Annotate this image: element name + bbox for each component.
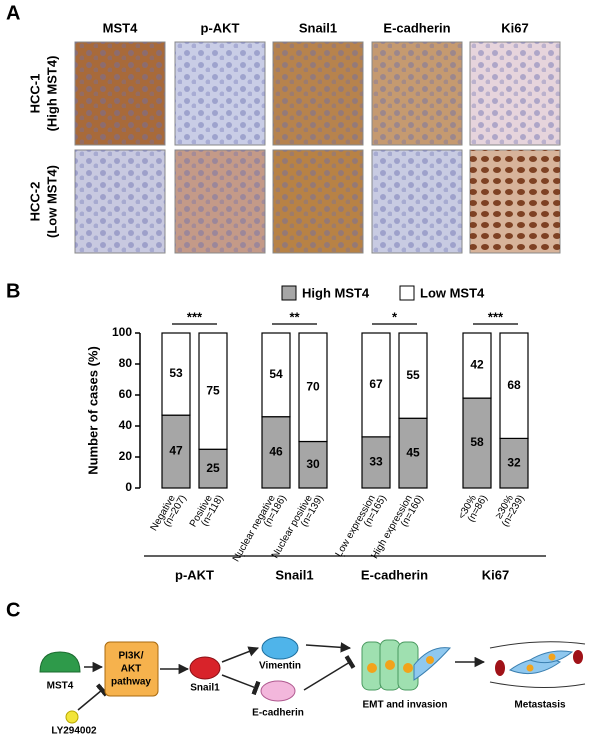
legend-label: Low MST4 <box>420 285 485 300</box>
significance-label: *** <box>187 309 203 324</box>
ihc-image-texture <box>372 42 462 145</box>
column-label: MST4 <box>103 20 138 35</box>
bar-segment <box>261 332 291 418</box>
bar-segment <box>198 332 228 450</box>
bar-value-label: 53 <box>169 366 183 380</box>
bar-value-label: 42 <box>470 358 484 372</box>
snail1-icon <box>189 656 221 680</box>
panel-label: B <box>6 280 20 302</box>
bar-segment <box>361 436 391 489</box>
bar-value-label: 75 <box>206 383 220 397</box>
bar-segment <box>161 414 191 489</box>
vimentin-icon <box>261 636 299 660</box>
legend-swatch <box>281 285 297 301</box>
bar-segment <box>198 448 228 489</box>
inhibit-arrow <box>221 674 261 696</box>
row-label: HCC-1 <box>27 74 42 114</box>
group-label: E-cadherin <box>361 567 428 582</box>
y-tick-label: 0 <box>125 480 132 494</box>
column-label: E-cadherin <box>383 20 450 35</box>
ihc-image-texture <box>273 150 363 253</box>
bar-segment <box>361 332 391 438</box>
panel-label: C <box>6 599 20 621</box>
bar-value-label: 54 <box>269 367 283 381</box>
y-tick-label: 80 <box>119 356 133 370</box>
ihc-image-texture <box>470 150 560 253</box>
ihc-image-texture <box>470 42 560 145</box>
y-tick-label: 20 <box>119 449 133 463</box>
legend-swatch <box>399 285 415 301</box>
ihc-image-texture <box>75 42 165 145</box>
bar-segment <box>499 437 529 489</box>
group-label: Snail1 <box>275 567 313 582</box>
row-label: HCC-2 <box>27 182 42 222</box>
bar-value-label: 30 <box>306 457 320 471</box>
ihc-panel: MST4 p-AKT Snail1 E-cadherin Ki67 HCC-1 (High … <box>27 20 561 254</box>
significance-label: *** <box>488 309 504 324</box>
emt-label: EMT and invasion <box>362 700 447 711</box>
vimentin-label: Vimentin <box>259 661 301 672</box>
group-label: Ki67 <box>482 567 509 582</box>
bar-value-label: 45 <box>406 445 420 459</box>
inhibit-arrow <box>303 655 356 691</box>
mst4-icon <box>39 651 81 673</box>
bar-value-label: 67 <box>369 377 383 391</box>
inhibitor-icon <box>65 710 79 724</box>
bar-segment <box>161 332 191 416</box>
inhibitor-label: LY294002 <box>51 726 97 737</box>
bar-value-label: 55 <box>406 368 420 382</box>
bar-value-label: 47 <box>169 444 183 458</box>
mst4-label: MST4 <box>47 681 74 692</box>
y-tick-label: 60 <box>119 387 133 401</box>
pathway-box <box>104 641 159 697</box>
group-label: p-AKT <box>175 567 214 582</box>
stacked-bar-chart: High MST4 Low MST4 0 20 40 60 80 100 Number of c… <box>85 285 546 582</box>
bar-value-label: 46 <box>269 445 283 459</box>
ihc-image-texture <box>372 150 462 253</box>
bar-value-label: 70 <box>306 379 320 393</box>
bar-value-label: 32 <box>507 455 521 469</box>
ecadherin-icon <box>260 680 296 702</box>
metastasis-label: Metastasis <box>514 700 566 711</box>
ihc-image-texture <box>175 42 265 145</box>
emt-illustration <box>361 639 451 691</box>
y-tick-label: 40 <box>119 418 133 432</box>
pathway-label: AKT <box>121 664 142 675</box>
bar-value-label: 58 <box>470 435 484 449</box>
bar-segment <box>398 332 428 419</box>
arrow <box>221 646 259 663</box>
pathway-diagram: MST4 LY294002 PI3K/ AKT pathway Snail1 V… <box>39 636 586 737</box>
significance-label: * <box>392 309 398 324</box>
bar-segment <box>462 332 492 399</box>
column-label: p-AKT <box>201 20 240 35</box>
column-label: Snail1 <box>299 20 337 35</box>
y-axis-title: Number of cases (%) <box>85 346 100 475</box>
bar-segment <box>499 332 529 440</box>
ihc-image-texture <box>75 150 165 253</box>
bar-segment <box>298 332 328 443</box>
row-label: (High MST4) <box>44 56 59 132</box>
significance-label: ** <box>289 309 300 324</box>
bar-value-label: 33 <box>369 455 383 469</box>
pathway-label: pathway <box>111 677 151 688</box>
ihc-image-texture <box>175 150 265 253</box>
y-tick-label: 100 <box>112 325 132 339</box>
pathway-label: PI3K/ <box>118 651 143 662</box>
panel-label: A <box>6 2 20 24</box>
bar-value-label: 25 <box>206 461 220 475</box>
row-label: (Low MST4) <box>44 165 59 238</box>
column-label: Ki67 <box>501 20 528 35</box>
ecadherin-label: E-cadherin <box>252 708 304 719</box>
inhibit-arrow <box>77 683 109 711</box>
metastasis-illustration <box>489 641 586 689</box>
snail1-label: Snail1 <box>190 683 220 694</box>
arrow <box>305 642 352 653</box>
bar-value-label: 68 <box>507 378 521 392</box>
bar-segment <box>398 417 428 489</box>
legend-label: High MST4 <box>302 285 370 300</box>
ihc-image-texture <box>273 42 363 145</box>
